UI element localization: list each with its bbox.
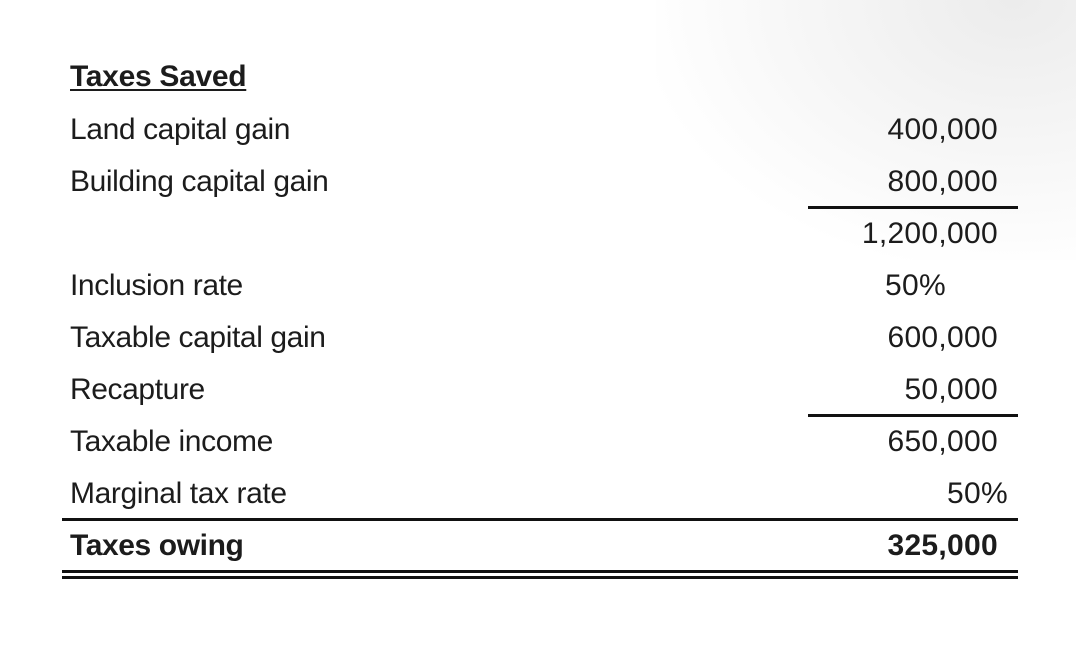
table-row-subtotal: 1,200,000 xyxy=(70,217,998,257)
table-row-taxable-capital-gain: Taxable capital gain 600,000 xyxy=(70,321,998,361)
subtotal-rule xyxy=(808,206,1018,209)
table-row-marginal-tax-rate: Marginal tax rate 50% xyxy=(70,477,1008,517)
table-row-recapture: Recapture 50,000 xyxy=(70,373,998,413)
row-value: 50% xyxy=(885,269,946,302)
row-value: 400,000 xyxy=(887,113,998,146)
row-value: 650,000 xyxy=(887,425,998,458)
row-label: Recapture xyxy=(70,373,205,406)
table-title: Taxes Saved xyxy=(70,60,247,93)
table-row-inclusion-rate: Inclusion rate 50% xyxy=(70,269,998,309)
row-label: Building capital gain xyxy=(70,165,329,198)
row-value: 50,000 xyxy=(904,373,998,406)
table-row-taxable-income: Taxable income 650,000 xyxy=(70,425,998,465)
row-value: 325,000 xyxy=(887,529,998,562)
row-label: Land capital gain xyxy=(70,113,291,146)
row-value: 600,000 xyxy=(887,321,998,354)
row-label: Inclusion rate xyxy=(70,269,243,302)
table-row-land-capital-gain: Land capital gain 400,000 xyxy=(70,113,998,153)
table-row-taxes-owing: Taxes owing 325,000 xyxy=(70,529,998,569)
total-double-rule-lower xyxy=(62,576,1018,579)
taxable-income-rule xyxy=(808,414,1018,417)
row-label: Taxes owing xyxy=(70,529,244,562)
row-value: 1,200,000 xyxy=(861,217,998,250)
row-label: Marginal tax rate xyxy=(70,477,287,510)
row-value: 800,000 xyxy=(887,165,998,198)
table-row-building-capital-gain: Building capital gain 800,000 xyxy=(70,165,998,205)
total-top-rule xyxy=(62,518,1018,521)
total-double-rule-upper xyxy=(62,570,1018,573)
row-label: Taxable income xyxy=(70,425,273,458)
row-label: Taxable capital gain xyxy=(70,321,326,354)
row-value: 50% xyxy=(947,477,1008,510)
